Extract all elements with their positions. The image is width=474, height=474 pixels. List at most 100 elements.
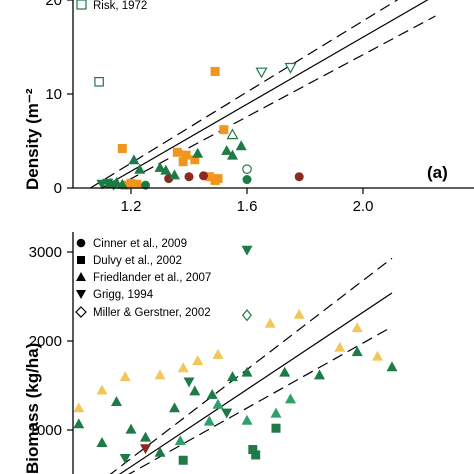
data-point	[184, 172, 194, 182]
data-point	[242, 175, 252, 185]
data-point	[221, 408, 233, 419]
panel-a-y-ticks: 0 10 20	[45, 0, 73, 197]
data-point	[178, 455, 188, 465]
data-point	[271, 423, 281, 433]
data-point	[189, 385, 201, 396]
data-point	[241, 366, 253, 377]
legend-label-miller: Miller & Gerstner, 2002	[93, 307, 211, 319]
data-point	[96, 437, 108, 447]
panel-b-y-ticks: 1000 2000 3000	[29, 244, 73, 439]
legend-label-dulvy: Dulvy et al., 2002	[93, 255, 182, 267]
data-point	[154, 161, 166, 172]
panel-a-x-ticks: 1.2 1.6 2.0	[121, 188, 374, 215]
panel-a-legend: Risk, 1972	[76, 0, 147, 12]
data-point	[128, 154, 140, 165]
y-tick-label: 20	[45, 0, 62, 9]
data-point	[334, 341, 346, 352]
data-point	[141, 180, 151, 190]
panel-b-fit-lines	[109, 257, 393, 474]
y-tick-label: 2000	[29, 333, 62, 350]
data-point	[73, 418, 85, 429]
x-tick-label: 1.6	[237, 198, 258, 215]
data-point	[203, 415, 215, 426]
data-point	[212, 398, 224, 409]
x-tick-label: 2.0	[353, 198, 374, 215]
legend-triangle-icon	[76, 272, 86, 281]
data-point	[264, 317, 276, 328]
data-point	[221, 144, 233, 155]
y-tick-label: 1000	[29, 422, 62, 439]
data-point	[183, 377, 195, 388]
legend-open-diamond-icon	[75, 306, 87, 318]
legend-triangle-down-icon	[76, 290, 86, 299]
panel-b: Biomass (kg/ha) 1000 2000 3000 Cinner et a…	[23, 232, 398, 474]
legend-label-friedlander: Friedlander et al., 2007	[93, 272, 211, 284]
panel-a-points	[94, 62, 304, 191]
data-point	[386, 361, 398, 372]
data-point	[172, 147, 182, 157]
data-point	[192, 147, 204, 158]
panel-a-fit-lines	[90, 0, 436, 188]
data-point	[226, 128, 239, 140]
data-point	[154, 446, 166, 457]
panel-a-label: (a)	[427, 163, 448, 182]
data-point	[255, 67, 268, 79]
data-point	[284, 62, 297, 74]
data-point	[139, 431, 152, 442]
panel-a-ylabel: Density (m⁻²	[23, 88, 42, 190]
data-point	[168, 169, 181, 180]
data-point	[108, 180, 120, 191]
data-point	[192, 355, 204, 366]
fit-line	[118, 292, 393, 474]
data-point	[96, 384, 108, 395]
data-point	[351, 346, 363, 357]
data-point	[213, 174, 223, 184]
data-point	[119, 453, 131, 464]
data-point	[284, 393, 297, 404]
legend-item-grigg: Grigg, 1994	[76, 289, 154, 301]
data-point	[219, 125, 229, 135]
legend-label-cinner: Cinner et al., 2009	[93, 238, 187, 250]
data-point	[212, 348, 224, 359]
data-point	[177, 362, 189, 373]
data-point	[242, 164, 252, 174]
panel-b-ylabel: Biomass (kg/ha)	[23, 343, 42, 474]
legend-circle-icon	[76, 238, 86, 248]
data-point	[139, 444, 152, 455]
data-point	[242, 309, 252, 322]
data-point	[125, 423, 137, 434]
panel-b-points	[73, 245, 398, 465]
legend-label-risk-1972: Risk, 1972	[93, 0, 147, 12]
panel-b-legend: Cinner et al., 2009 Dulvy et al., 2002 F…	[75, 238, 211, 319]
data-point	[226, 149, 239, 160]
data-point	[181, 150, 191, 160]
data-point	[154, 369, 166, 380]
ci-upper-line	[109, 257, 393, 474]
legend-open-square-icon	[76, 0, 87, 10]
data-point	[294, 172, 304, 182]
legend-square-icon	[77, 256, 85, 264]
data-point	[160, 164, 172, 175]
data-point	[241, 414, 253, 425]
data-point	[351, 322, 363, 333]
data-point	[210, 66, 220, 76]
y-tick-label: 3000	[29, 244, 62, 261]
data-point	[279, 366, 291, 377]
legend-item-cinner: Cinner et al., 2009	[76, 238, 187, 250]
data-point	[199, 171, 209, 181]
data-point	[206, 388, 218, 399]
data-point	[73, 402, 85, 413]
legend-item-miller: Miller & Gerstner, 2002	[75, 306, 211, 319]
data-point	[174, 435, 186, 446]
legend-item-dulvy: Dulvy et al., 2002	[77, 255, 182, 267]
data-point	[94, 76, 104, 87]
ci-lower-line	[113, 15, 436, 188]
ci-upper-line	[90, 0, 399, 188]
data-point	[132, 179, 142, 189]
data-point	[235, 140, 247, 151]
fit-line	[101, 0, 429, 188]
data-point	[293, 308, 305, 319]
data-point	[168, 402, 181, 413]
